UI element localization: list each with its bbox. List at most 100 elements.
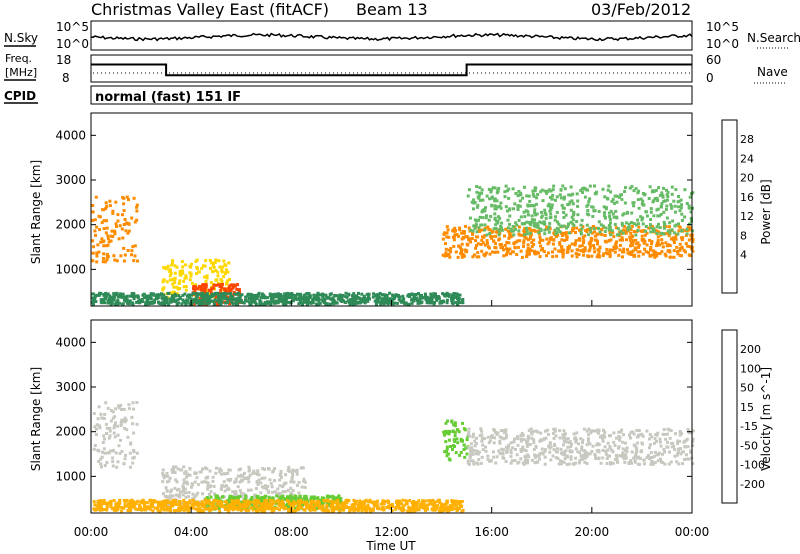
velocity-colorbar-tick-label: -50 xyxy=(740,439,758,452)
data-cell-3 xyxy=(338,509,341,513)
data-cell-4 xyxy=(503,243,507,247)
data-cell-5 xyxy=(654,450,657,454)
data-cell-5 xyxy=(518,204,522,208)
data-cell-5 xyxy=(629,459,633,463)
data-cell-3 xyxy=(186,504,190,508)
data-cell-3 xyxy=(177,294,181,298)
data-cell-3 xyxy=(172,502,176,506)
data-cell-5 xyxy=(479,223,483,227)
data-cell-5 xyxy=(683,188,687,192)
data-cell-5 xyxy=(527,455,531,459)
data-cell-1 xyxy=(180,269,184,273)
data-cell-3 xyxy=(334,301,338,305)
data-cell-4 xyxy=(625,238,628,242)
data-cell-2 xyxy=(207,288,211,292)
data-cell-2 xyxy=(325,494,329,498)
data-cell-5 xyxy=(603,445,607,449)
data-cell-3 xyxy=(253,301,257,305)
data-cell-5 xyxy=(671,219,675,223)
data-cell-1 xyxy=(183,471,187,475)
data-cell-1 xyxy=(193,495,197,499)
data-cell-5 xyxy=(596,431,600,435)
data-cell-4 xyxy=(516,239,520,243)
data-cell-3 xyxy=(338,293,342,297)
data-cell-3 xyxy=(297,302,301,306)
data-cell-3 xyxy=(116,302,120,306)
data-cell-3 xyxy=(229,503,233,506)
data-cell-5 xyxy=(624,453,628,457)
data-cell-5 xyxy=(589,431,593,435)
data-cell-1 xyxy=(229,477,233,481)
data-cell-4 xyxy=(453,431,457,435)
data-cell-5 xyxy=(475,230,479,234)
data-cell-3 xyxy=(390,509,394,513)
data-cell-3 xyxy=(383,299,387,303)
data-cell-3 xyxy=(171,498,175,502)
data-cell-4 xyxy=(663,252,667,256)
data-cell-4 xyxy=(608,253,612,257)
data-cell-5 xyxy=(550,206,554,209)
data-cell-0 xyxy=(100,416,104,420)
data-cell-3 xyxy=(331,503,334,506)
data-cell-3 xyxy=(299,299,303,303)
data-cell-3 xyxy=(401,298,405,302)
data-cell-3 xyxy=(101,500,105,504)
data-cell-5 xyxy=(561,433,565,437)
data-cell-1 xyxy=(213,261,217,265)
data-cell-4 xyxy=(640,234,644,238)
y-tick-label: 2000 xyxy=(55,425,86,439)
data-cell-0 xyxy=(101,260,105,264)
data-cell-5 xyxy=(471,459,475,463)
data-cell-3 xyxy=(266,504,270,508)
data-cell-5 xyxy=(656,214,660,218)
data-cell-2 xyxy=(294,495,298,499)
data-cell-5 xyxy=(604,216,607,220)
data-cell-5 xyxy=(511,225,515,228)
data-cell-0 xyxy=(118,224,122,228)
data-cell-5 xyxy=(550,203,554,207)
data-cell-2 xyxy=(327,503,331,507)
data-cell-5 xyxy=(580,447,583,451)
data-cell-5 xyxy=(581,456,585,460)
data-cell-1 xyxy=(182,481,186,485)
data-cell-3 xyxy=(211,299,215,303)
data-cell-3 xyxy=(236,499,240,503)
data-cell-5 xyxy=(596,442,600,446)
data-cell-1 xyxy=(164,267,168,271)
data-cell-5 xyxy=(661,194,665,198)
data-cell-1 xyxy=(202,480,206,484)
data-cell-5 xyxy=(662,447,666,451)
data-cell-0 xyxy=(123,426,127,430)
data-cell-1 xyxy=(273,490,277,494)
data-cell-5 xyxy=(519,437,523,441)
data-cell-3 xyxy=(424,499,428,503)
data-cell-5 xyxy=(501,448,505,452)
data-cell-3 xyxy=(439,507,442,511)
data-cell-1 xyxy=(270,485,274,489)
data-cell-3 xyxy=(191,506,195,510)
y-tick-label: 3000 xyxy=(55,380,86,394)
data-cell-3 xyxy=(320,508,324,512)
data-cell-5 xyxy=(659,457,662,461)
data-cell-3 xyxy=(429,292,433,296)
data-cell-1 xyxy=(179,490,183,494)
data-cell-1 xyxy=(289,486,293,490)
data-cell-4 xyxy=(522,239,526,243)
data-cell-5 xyxy=(473,444,477,448)
data-cell-5 xyxy=(475,185,479,188)
data-cell-1 xyxy=(287,468,291,472)
data-cell-0 xyxy=(94,195,98,199)
data-cell-3 xyxy=(157,300,161,304)
data-cell-4 xyxy=(642,241,646,245)
data-cell-1 xyxy=(189,262,193,266)
data-cell-4 xyxy=(459,451,463,454)
data-cell-3 xyxy=(450,301,454,305)
data-cell-0 xyxy=(116,460,120,464)
data-cell-0 xyxy=(99,462,103,466)
data-cell-1 xyxy=(175,265,179,269)
data-cell-4 xyxy=(552,231,556,235)
data-cell-5 xyxy=(655,439,658,443)
data-cell-4 xyxy=(509,252,512,256)
data-cell-3 xyxy=(141,498,145,502)
data-cell-5 xyxy=(580,227,584,231)
